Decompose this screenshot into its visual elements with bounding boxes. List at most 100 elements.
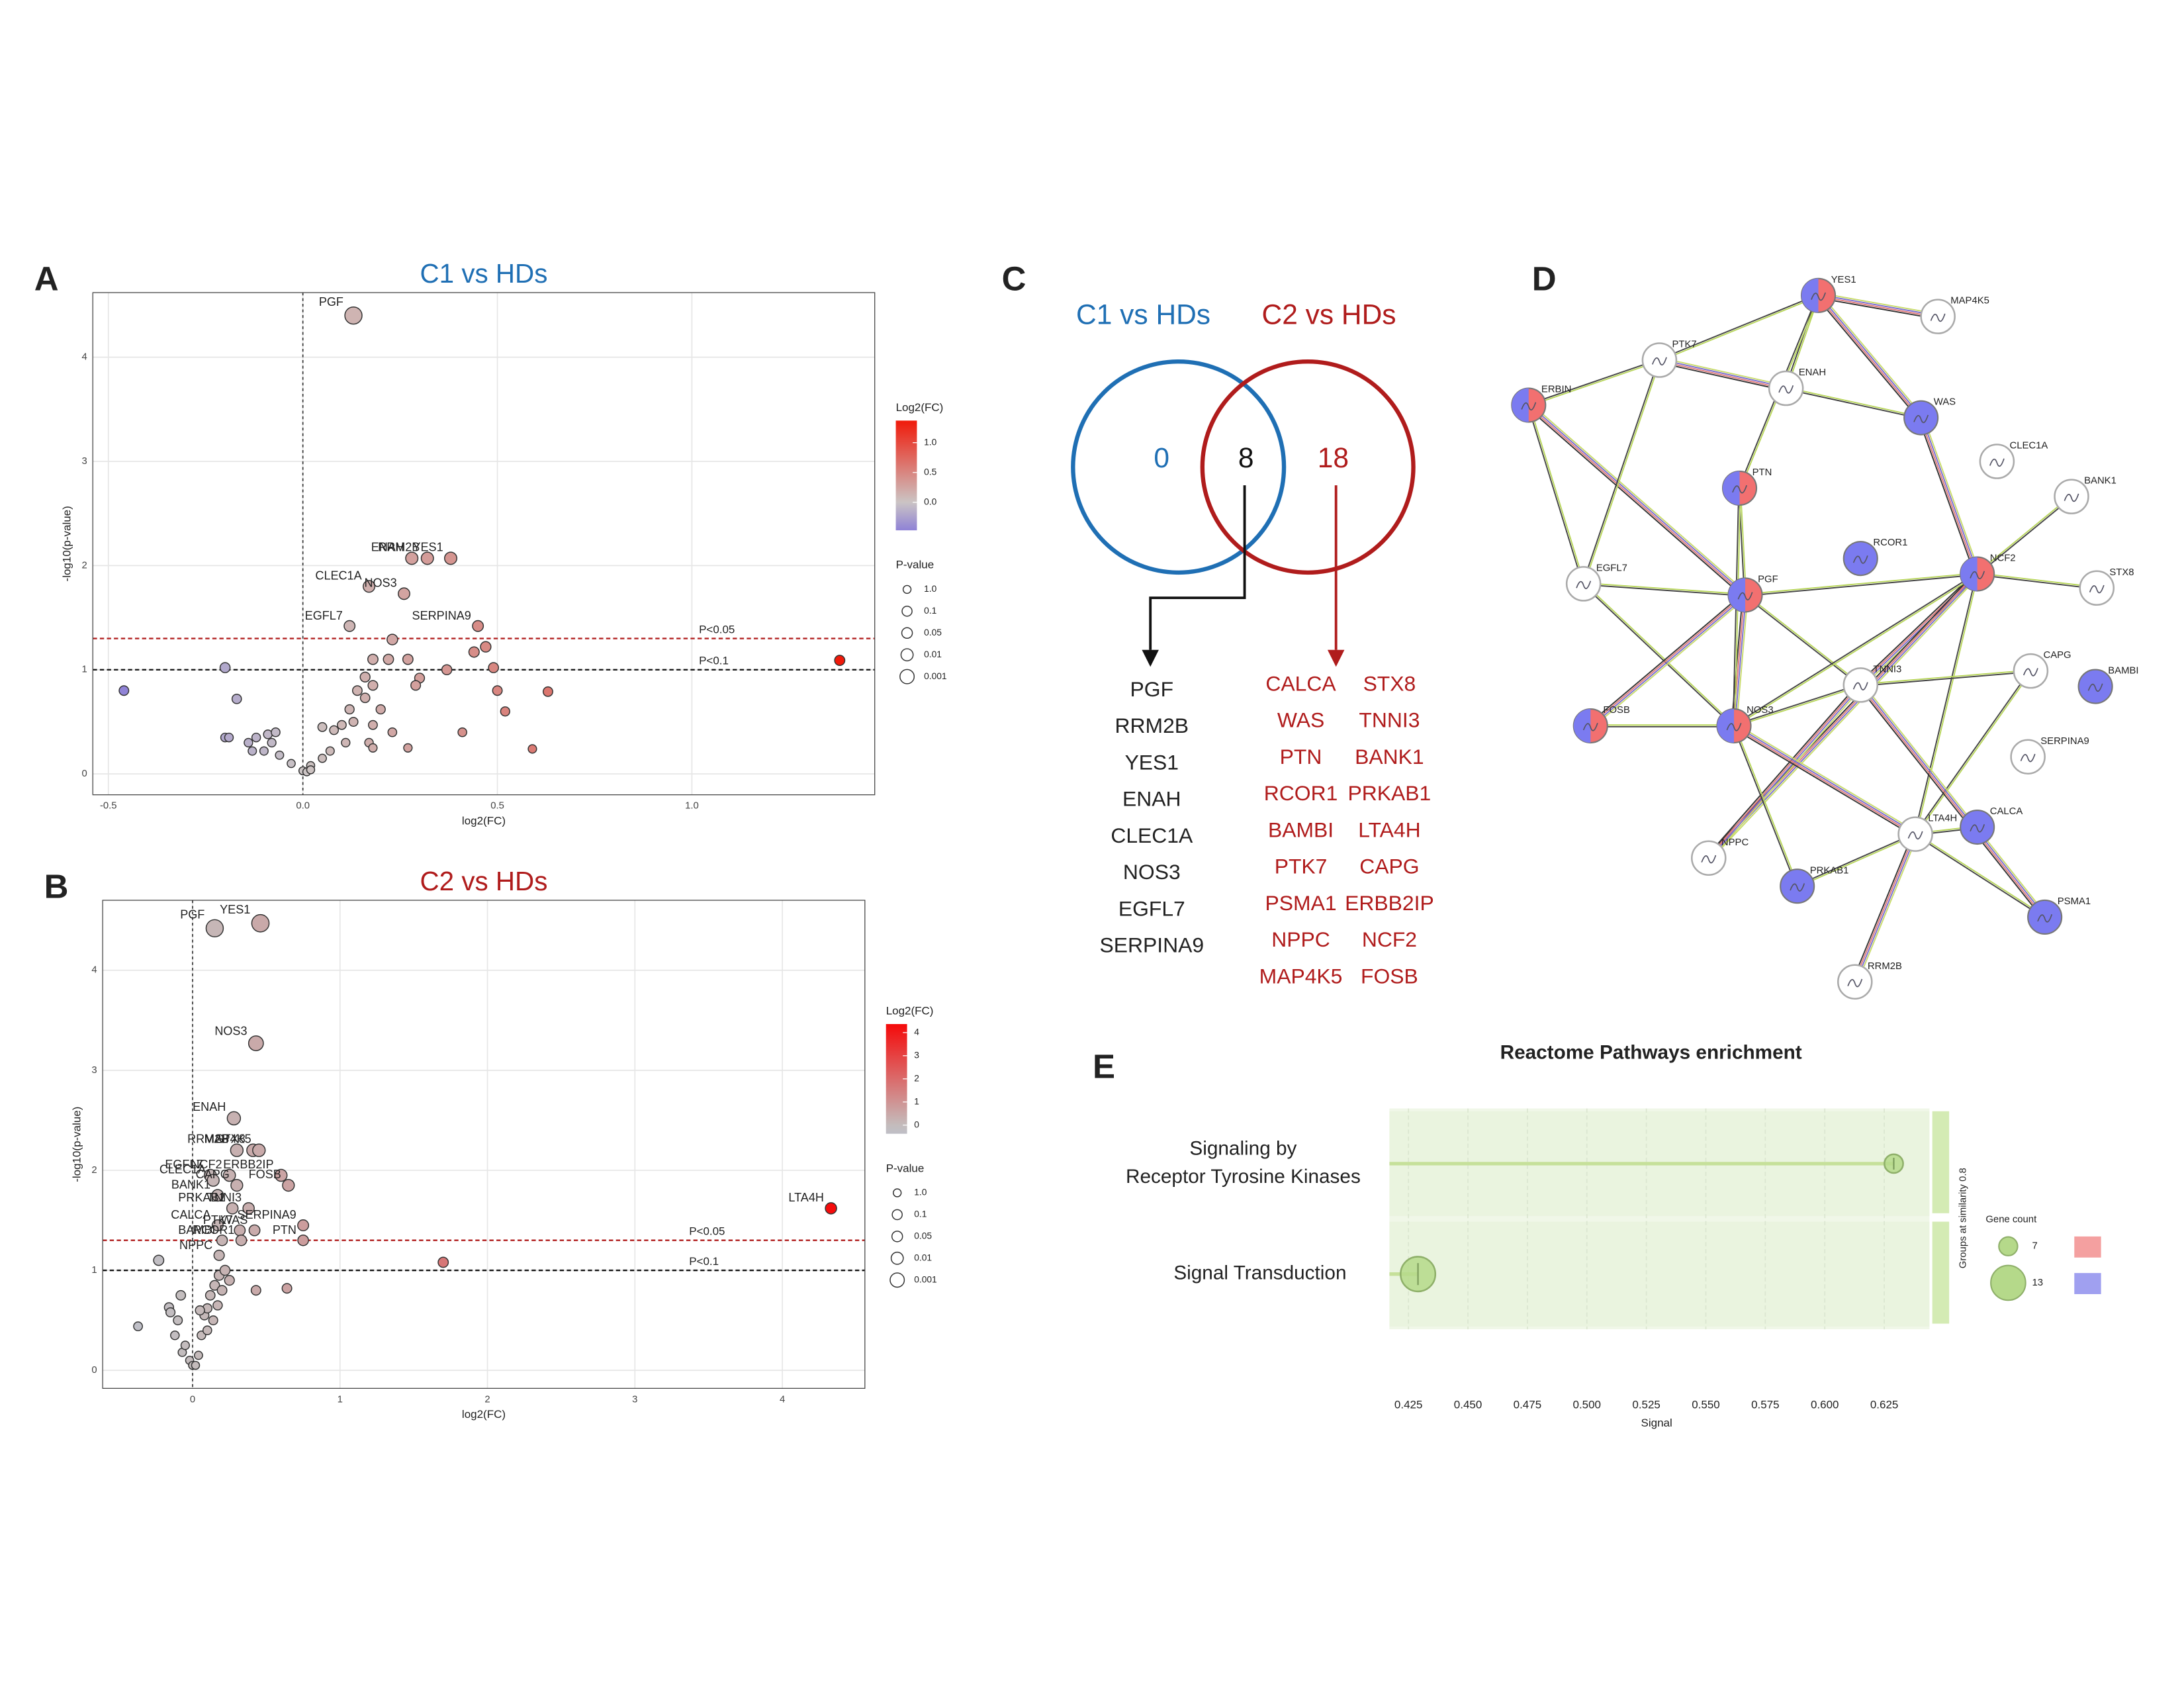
gene-name: PSMA1: [1265, 891, 1337, 915]
x-tick-label: 0.625: [1870, 1398, 1899, 1411]
network-edge: [1853, 833, 1915, 982]
size-key-label: 0.001: [914, 1274, 937, 1284]
network-edge: [1583, 582, 1746, 595]
network-edge: [1739, 488, 1747, 595]
gene-name: CALCA: [1265, 671, 1336, 695]
data-point: [336, 720, 347, 730]
data-point: [318, 753, 327, 763]
node-structure: [1852, 682, 1868, 690]
gene-name: EGFL7: [1118, 896, 1185, 920]
size-key-label: 0.1: [924, 605, 936, 616]
x-axis-label: log2(FC): [462, 1408, 506, 1421]
data-point: [224, 1275, 235, 1286]
network-edge: [1709, 686, 1863, 861]
network-edge: [1709, 574, 1979, 859]
network-edge: [1919, 418, 1978, 575]
network-edge: [1709, 685, 1862, 859]
node-structure: [1651, 357, 1667, 366]
data-point: [180, 1340, 190, 1350]
network-edge: [1819, 293, 1924, 417]
data-point: [351, 685, 363, 696]
network-edge: [1855, 834, 1917, 983]
node-label: RRM2B: [1868, 961, 1902, 972]
data-point: [543, 686, 553, 697]
network-edge: [1734, 594, 1747, 726]
network-edge: [1528, 360, 1661, 407]
data-point: [825, 1202, 837, 1215]
x-axis-label: log2(FC): [462, 814, 506, 827]
point-label: SERPINA9: [412, 609, 471, 622]
network-edge: [1526, 406, 1745, 598]
data-point: [441, 664, 453, 676]
network-edge: [1706, 682, 1860, 857]
data-point: [248, 1224, 261, 1237]
venn-count: 8: [1238, 443, 1254, 474]
point-label: NPPC: [179, 1239, 212, 1252]
point-label: PGF: [319, 295, 343, 308]
network-edge: [1976, 495, 2071, 574]
network-edge: [1735, 723, 1917, 833]
network-edge: [1977, 496, 2073, 575]
point-label: PTK7: [203, 1213, 233, 1227]
size-key: [901, 606, 913, 617]
point-label: STX8: [216, 1133, 246, 1146]
size-key: [893, 1188, 902, 1197]
network-edge: [1977, 572, 2097, 588]
network-edge: [1817, 297, 1938, 320]
node-structure: [1726, 722, 1742, 731]
data-point: [375, 704, 386, 715]
network-edge: [1858, 686, 2044, 919]
data-point: [341, 737, 351, 748]
network-edge: [1914, 834, 2045, 919]
data-point: [492, 685, 503, 696]
group-strip: [1932, 1111, 1950, 1213]
y-tick-label: 0: [91, 1365, 97, 1376]
gene-name: PRKAB1: [1348, 781, 1432, 805]
data-point: [834, 655, 846, 667]
network-edge: [1818, 295, 1938, 318]
data-point: [468, 646, 480, 658]
node-label: PSMA1: [2058, 896, 2091, 907]
point-label: WAS: [221, 1213, 248, 1227]
data-point: [208, 1315, 218, 1326]
arrowhead: [1327, 649, 1345, 667]
data-point: [317, 722, 328, 732]
point-label: NOS3: [214, 1024, 247, 1037]
x-tick-label: 2: [484, 1394, 490, 1405]
node-label: MAP4K5: [1950, 296, 1989, 306]
data-point: [368, 720, 378, 730]
node-structure: [1521, 402, 1537, 411]
y-tick-label: 4: [91, 965, 97, 976]
network-edge: [1860, 671, 2031, 687]
data-point: [398, 587, 410, 600]
node-label: PGF: [1758, 574, 1778, 585]
legend-title: Log2(FC): [896, 401, 944, 414]
color-bar-label: 1: [914, 1096, 919, 1106]
group-label: Groups at similarity 0.8: [1958, 1168, 1968, 1268]
data-point: [480, 641, 492, 653]
gene-name: RRM2B: [1115, 714, 1189, 737]
point-label: PGF: [180, 908, 205, 921]
panel-label: D: [1532, 260, 1557, 298]
size-key: [901, 627, 913, 639]
data-point: [387, 727, 398, 737]
network-node-half: [1801, 278, 1819, 312]
data-point: [250, 1285, 261, 1296]
network-edge: [1923, 416, 1981, 574]
network-edge: [1527, 405, 1745, 596]
network-edge: [1734, 685, 1861, 727]
y-axis-label: -log10(p-value): [70, 1107, 83, 1182]
size-key-label: 1.0: [924, 583, 937, 594]
point-label: CLEC1A: [315, 569, 361, 582]
point-label: BANK1: [171, 1178, 210, 1191]
network-edge: [1860, 669, 2031, 685]
data-point: [444, 551, 458, 565]
network-edge: [1529, 402, 1748, 594]
node-label: YES1: [1831, 275, 1856, 285]
network-edge: [1786, 387, 1922, 418]
chart-title: C1 vs HDs: [420, 258, 548, 289]
node-label: CAPG: [2044, 650, 2071, 661]
gene-name: PGF: [1130, 677, 1174, 701]
network-edge: [1734, 724, 1917, 834]
node-label: CALCA: [1990, 806, 2023, 817]
